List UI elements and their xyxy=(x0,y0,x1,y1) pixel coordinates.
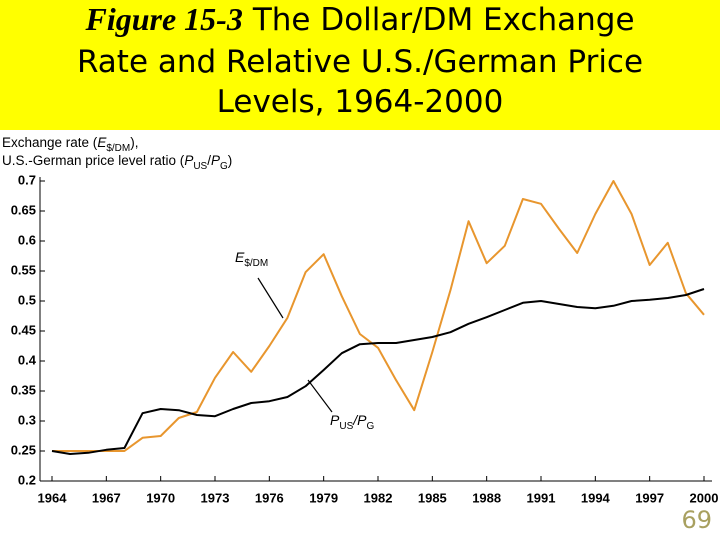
series-label: E$/DM xyxy=(235,249,268,269)
y-tick-label: 0.55 xyxy=(11,262,36,277)
y-tick-label: 0.7 xyxy=(18,172,36,187)
y-tick-label: 0.35 xyxy=(11,382,36,397)
x-tick-label: 1964 xyxy=(38,490,68,505)
y-tick-label: 0.45 xyxy=(11,322,36,337)
page-number: 69 xyxy=(681,506,712,534)
label-part: ) xyxy=(228,153,233,168)
y-tick-label: 0.3 xyxy=(18,412,36,427)
label-part: G xyxy=(220,161,228,172)
leader-line xyxy=(307,379,333,413)
label-part: P xyxy=(184,153,193,168)
y-tick-label: 0.4 xyxy=(18,352,37,367)
title-text: Levels, 1964-2000 xyxy=(217,84,504,120)
label-part: P xyxy=(330,412,340,428)
title-text: Rate and Relative U.S./German Price xyxy=(77,44,643,80)
x-tick-label: 2000 xyxy=(690,490,719,505)
y-axis-label: Exchange rate (E$/DM), xyxy=(2,135,138,154)
y-tick-label: 0.6 xyxy=(18,232,36,247)
label-part: US xyxy=(339,421,353,432)
y-tick-label: 0.2 xyxy=(18,472,36,487)
label-part: $/DM xyxy=(106,143,130,154)
label-part: E xyxy=(235,249,245,265)
label-part: US xyxy=(193,161,207,172)
x-tick-label: 1988 xyxy=(472,490,501,505)
title-text: The Dollar/DM Exchange xyxy=(252,2,635,38)
label-part: U.S.-German price level ratio ( xyxy=(2,153,185,168)
label-part: P xyxy=(211,153,220,168)
x-tick-label: 1970 xyxy=(146,490,175,505)
figure-label: Figure 15-3 xyxy=(84,1,242,37)
x-tick-label: 1979 xyxy=(309,490,338,505)
x-tick-label: 1985 xyxy=(418,490,447,505)
x-tick-label: 1967 xyxy=(92,490,121,505)
series-line xyxy=(51,288,705,455)
label-part: / xyxy=(207,153,211,168)
y-tick-label: 0.5 xyxy=(18,292,36,307)
x-tick-label: 1994 xyxy=(581,490,611,505)
label-part: / xyxy=(352,412,359,428)
label-part: E xyxy=(97,135,107,150)
label-part: Exchange rate ( xyxy=(2,135,98,150)
x-tick-label: 1982 xyxy=(364,490,393,505)
leader-line xyxy=(257,277,284,319)
y-axis-label: U.S.-German price level ratio (PUS/PG) xyxy=(2,153,232,172)
y-tick-label: 0.25 xyxy=(11,442,36,457)
label-part: P xyxy=(357,412,367,428)
title-line: Figure 15-3 The Dollar/DM Exchange xyxy=(84,1,634,38)
label-part: ), xyxy=(130,135,138,150)
x-tick-label: 1991 xyxy=(527,490,556,505)
x-tick-label: 1976 xyxy=(255,490,284,505)
y-tick-label: 0.65 xyxy=(11,202,36,217)
x-tick-label: 1973 xyxy=(201,490,230,505)
label-part: G xyxy=(366,421,374,432)
x-tick-label: 1997 xyxy=(635,490,664,505)
label-part: $/DM xyxy=(244,258,268,269)
series-line xyxy=(52,180,705,452)
title-banner xyxy=(0,0,720,130)
series-label: PUS/PG xyxy=(330,412,374,432)
